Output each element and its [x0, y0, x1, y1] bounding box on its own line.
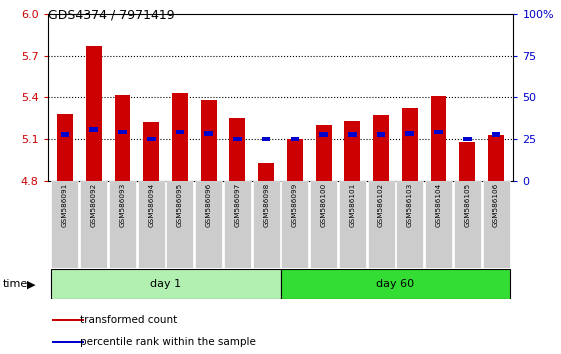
- Text: GSM586094: GSM586094: [148, 183, 154, 227]
- Bar: [488, 135, 504, 181]
- FancyBboxPatch shape: [252, 181, 279, 268]
- Text: transformed count: transformed count: [80, 315, 177, 325]
- Text: GSM586091: GSM586091: [62, 183, 68, 227]
- Bar: [147, 137, 155, 141]
- FancyBboxPatch shape: [282, 181, 309, 268]
- Bar: [52, 341, 84, 343]
- Bar: [291, 137, 299, 141]
- Bar: [118, 130, 127, 135]
- Text: GSM586098: GSM586098: [263, 183, 269, 227]
- Bar: [492, 132, 500, 137]
- FancyBboxPatch shape: [195, 181, 222, 268]
- Bar: [434, 130, 443, 135]
- Text: GSM586100: GSM586100: [321, 183, 327, 227]
- Text: GSM586105: GSM586105: [465, 183, 470, 227]
- FancyBboxPatch shape: [367, 181, 394, 268]
- Text: GSM586092: GSM586092: [91, 183, 96, 227]
- Bar: [114, 95, 130, 181]
- FancyBboxPatch shape: [109, 181, 136, 268]
- Text: GSM586103: GSM586103: [407, 183, 413, 227]
- Bar: [319, 132, 328, 137]
- Bar: [89, 127, 98, 132]
- Bar: [172, 93, 188, 181]
- Text: day 1: day 1: [150, 279, 181, 289]
- Bar: [143, 122, 159, 181]
- Bar: [86, 46, 102, 181]
- Bar: [52, 319, 84, 321]
- Bar: [61, 132, 69, 137]
- Bar: [377, 132, 385, 137]
- FancyBboxPatch shape: [454, 181, 481, 268]
- Text: GSM586102: GSM586102: [378, 183, 384, 227]
- Text: GSM586101: GSM586101: [350, 183, 355, 227]
- FancyBboxPatch shape: [280, 269, 511, 299]
- Bar: [262, 137, 270, 141]
- FancyBboxPatch shape: [80, 181, 107, 268]
- FancyBboxPatch shape: [50, 269, 280, 299]
- Text: ▶: ▶: [26, 279, 35, 289]
- Text: GSM586093: GSM586093: [119, 183, 126, 227]
- Text: GDS4374 / 7971419: GDS4374 / 7971419: [48, 9, 174, 22]
- FancyBboxPatch shape: [167, 181, 194, 268]
- Bar: [431, 96, 447, 181]
- Bar: [402, 108, 418, 181]
- Bar: [316, 125, 332, 181]
- Bar: [57, 114, 73, 181]
- FancyBboxPatch shape: [339, 181, 366, 268]
- FancyBboxPatch shape: [310, 181, 337, 268]
- Bar: [258, 162, 274, 181]
- FancyBboxPatch shape: [482, 181, 509, 268]
- FancyBboxPatch shape: [52, 181, 79, 268]
- Bar: [348, 132, 357, 137]
- Bar: [344, 121, 360, 181]
- Bar: [287, 139, 303, 181]
- FancyBboxPatch shape: [137, 181, 165, 268]
- Text: GSM586095: GSM586095: [177, 183, 183, 227]
- Bar: [373, 115, 389, 181]
- Bar: [176, 130, 184, 135]
- Bar: [233, 137, 242, 141]
- Text: percentile rank within the sample: percentile rank within the sample: [80, 337, 256, 347]
- FancyBboxPatch shape: [396, 181, 424, 268]
- Bar: [459, 142, 475, 181]
- Bar: [204, 131, 213, 136]
- Text: GSM586106: GSM586106: [493, 183, 499, 227]
- Text: GSM586097: GSM586097: [234, 183, 240, 227]
- Text: time: time: [3, 279, 28, 289]
- Bar: [201, 100, 217, 181]
- FancyBboxPatch shape: [224, 181, 251, 268]
- Text: GSM586104: GSM586104: [435, 183, 442, 227]
- Text: GSM586096: GSM586096: [206, 183, 211, 227]
- FancyBboxPatch shape: [425, 181, 452, 268]
- Bar: [463, 137, 472, 141]
- Text: day 60: day 60: [376, 279, 415, 289]
- Bar: [229, 118, 245, 181]
- Text: GSM586099: GSM586099: [292, 183, 298, 227]
- Bar: [406, 131, 414, 136]
